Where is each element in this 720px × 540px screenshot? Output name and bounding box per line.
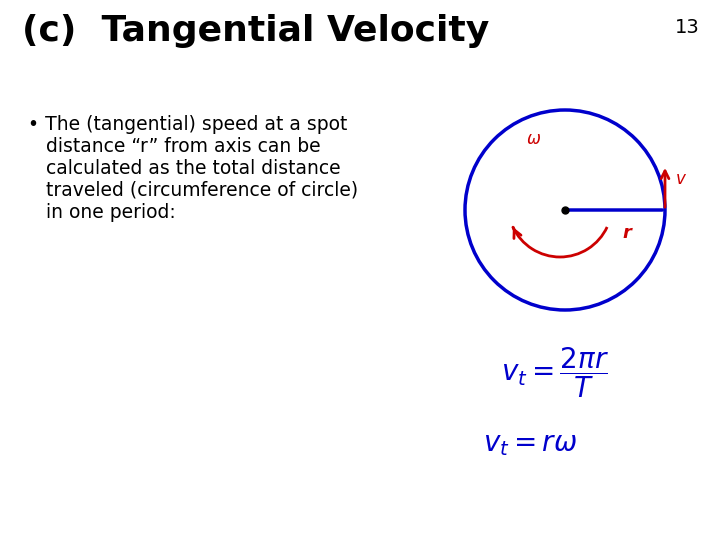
Text: $v_t = r\omega$: $v_t = r\omega$	[483, 430, 577, 458]
Text: calculated as the total distance: calculated as the total distance	[28, 159, 341, 178]
Text: $v$: $v$	[675, 170, 687, 188]
Text: r: r	[623, 224, 631, 242]
Text: (c)  Tangential Velocity: (c) Tangential Velocity	[22, 14, 490, 48]
Text: traveled (circumference of circle): traveled (circumference of circle)	[28, 181, 358, 200]
Text: distance “r” from axis can be: distance “r” from axis can be	[28, 137, 320, 156]
Text: $\omega$: $\omega$	[526, 130, 541, 148]
Text: 13: 13	[675, 18, 700, 37]
Text: $v_t = \dfrac{2\pi r}{T}$: $v_t = \dfrac{2\pi r}{T}$	[501, 345, 609, 400]
Text: in one period:: in one period:	[28, 203, 176, 222]
Text: • The (tangential) speed at a spot: • The (tangential) speed at a spot	[28, 115, 347, 134]
